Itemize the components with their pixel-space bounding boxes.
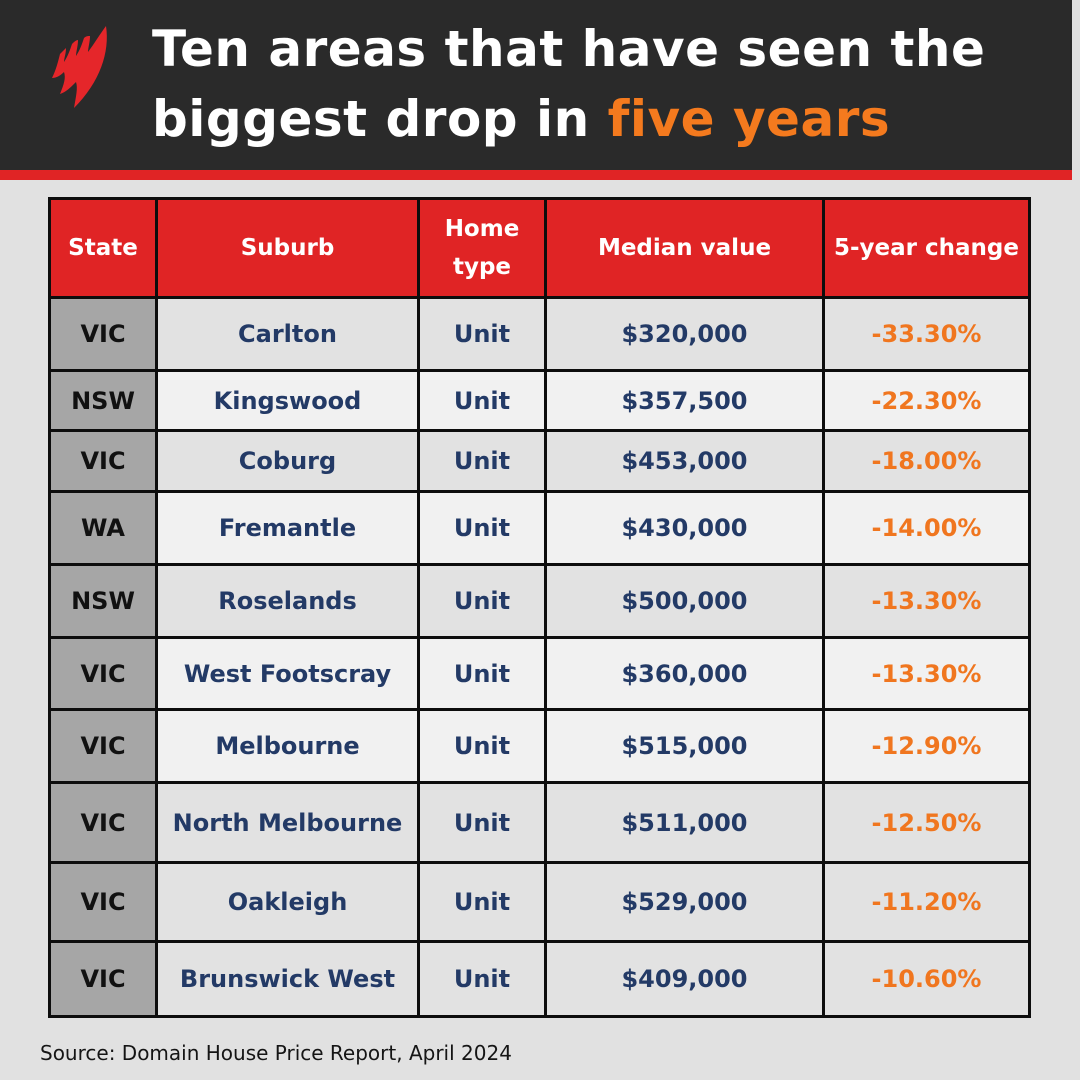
header-bar — [0, 0, 1072, 170]
home-type-cell: Unit — [417, 296, 547, 372]
state-cell: WA — [48, 490, 158, 566]
title-line-1: Ten areas that have seen the — [152, 20, 986, 78]
change-cell: -33.30% — [822, 296, 1031, 372]
column-header-suburb: Suburb — [155, 197, 420, 299]
median-value-cell: $500,000 — [544, 563, 825, 639]
median-value-cell: $529,000 — [544, 861, 825, 943]
header-stripe — [0, 170, 1072, 180]
home-type-cell: Unit — [417, 636, 547, 711]
state-cell: NSW — [48, 563, 158, 639]
suburb-cell: Melbourne — [155, 708, 420, 784]
suburb-cell: Coburg — [155, 429, 420, 493]
table-row: VIC Carlton Unit $320,000 -33.30% — [48, 296, 1031, 372]
home-type-cell: Unit — [417, 563, 547, 639]
table-row: NSW Roselands Unit $500,000 -13.30% — [48, 563, 1031, 639]
column-header-change: 5-year change — [822, 197, 1031, 299]
state-cell: VIC — [48, 708, 158, 784]
table-row: VIC North Melbourne Unit $511,000 -12.50% — [48, 781, 1031, 864]
median-value-cell: $511,000 — [544, 781, 825, 864]
suburb-cell: Fremantle — [155, 490, 420, 566]
state-cell: VIC — [48, 636, 158, 711]
change-cell: -13.30% — [822, 563, 1031, 639]
state-cell: VIC — [48, 781, 158, 864]
home-type-cell: Unit — [417, 429, 547, 493]
title-line-2: biggest drop in five years — [152, 84, 1052, 154]
home-type-cell: Unit — [417, 369, 547, 432]
table-row: NSW Kingswood Unit $357,500 -22.30% — [48, 369, 1031, 432]
source-note: Source: Domain House Price Report, April… — [40, 1041, 512, 1065]
change-cell: -22.30% — [822, 369, 1031, 432]
change-cell: -12.50% — [822, 781, 1031, 864]
column-header-state: State — [48, 197, 158, 299]
table-row: VIC Coburg Unit $453,000 -18.00% — [48, 429, 1031, 493]
table-header-row: State Suburb Home type Median value 5-yea… — [48, 197, 1031, 299]
title-line-2-plain: biggest drop in — [152, 90, 608, 148]
table-body: VIC Carlton Unit $320,000 -33.30% NSW Kingswoo… — [48, 296, 1031, 1018]
home-type-cell: Unit — [417, 940, 547, 1018]
change-cell: -18.00% — [822, 429, 1031, 493]
state-cell: VIC — [48, 296, 158, 372]
table-row: VIC Oakleigh Unit $529,000 -11.20% — [48, 861, 1031, 943]
median-value-cell: $360,000 — [544, 636, 825, 711]
suburb-cell: Roselands — [155, 563, 420, 639]
home-type-cell: Unit — [417, 861, 547, 943]
home-type-line-2: type — [452, 254, 512, 280]
suburb-cell: West Footscray — [155, 636, 420, 711]
median-value-cell: $409,000 — [544, 940, 825, 1018]
median-value-cell: $320,000 — [544, 296, 825, 372]
home-type-line-1: Home — [444, 216, 520, 242]
median-value-cell: $357,500 — [544, 369, 825, 432]
column-header-home-type: Home type — [417, 197, 547, 299]
suburb-cell: Oakleigh — [155, 861, 420, 943]
state-cell: NSW — [48, 369, 158, 432]
home-type-cell: Unit — [417, 708, 547, 784]
suburb-cell: Kingswood — [155, 369, 420, 432]
median-value-cell: $430,000 — [544, 490, 825, 566]
change-cell: -12.90% — [822, 708, 1031, 784]
title-accent: five years — [607, 90, 891, 148]
median-value-cell: $453,000 — [544, 429, 825, 493]
sbs-logo-icon — [52, 26, 107, 108]
change-cell: -13.30% — [822, 636, 1031, 711]
suburb-cell: Carlton — [155, 296, 420, 372]
table-row: VIC Brunswick West Unit $409,000 -10.60% — [48, 940, 1031, 1018]
suburb-price-table: State Suburb Home type Median value 5-yea… — [48, 197, 1031, 1018]
page-title: Ten areas that have seen the biggest dro… — [152, 14, 1052, 154]
change-cell: -11.20% — [822, 861, 1031, 943]
state-cell: VIC — [48, 940, 158, 1018]
state-cell: VIC — [48, 429, 158, 493]
home-type-cell: Unit — [417, 490, 547, 566]
suburb-cell: Brunswick West — [155, 940, 420, 1018]
table-row: VIC Melbourne Unit $515,000 -12.90% — [48, 708, 1031, 784]
change-cell: -14.00% — [822, 490, 1031, 566]
suburb-cell: North Melbourne — [155, 781, 420, 864]
home-type-cell: Unit — [417, 781, 547, 864]
state-cell: VIC — [48, 861, 158, 943]
median-value-cell: $515,000 — [544, 708, 825, 784]
table-row: VIC West Footscray Unit $360,000 -13.30% — [48, 636, 1031, 711]
table-row: WA Fremantle Unit $430,000 -14.00% — [48, 490, 1031, 566]
column-header-median-value: Median value — [544, 197, 825, 299]
change-cell: -10.60% — [822, 940, 1031, 1018]
